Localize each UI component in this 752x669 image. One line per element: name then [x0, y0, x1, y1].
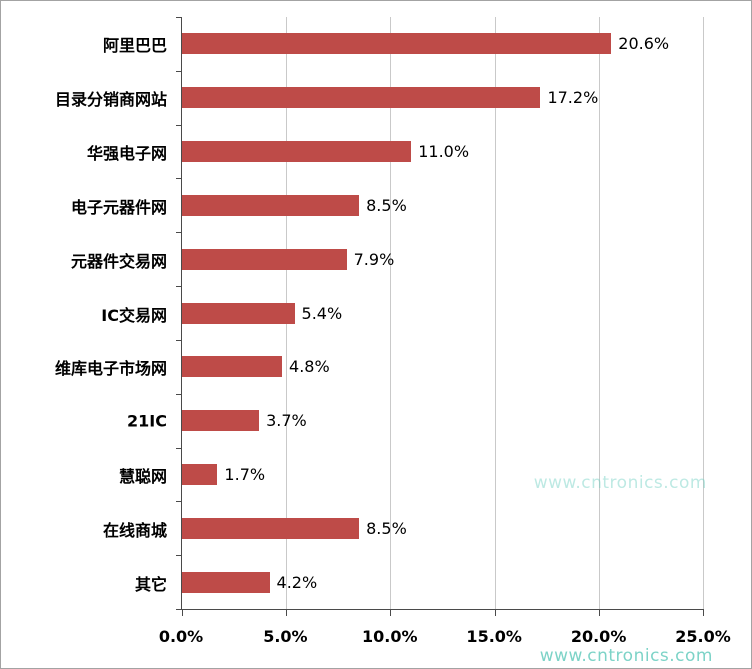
bar	[182, 194, 360, 216]
category-label: 华强电子网	[86, 143, 167, 163]
y-axis-tick	[176, 178, 182, 180]
category-axis: 阿里巴巴目录分销商网站华强电子网电子元器件网 元器件交易网 IC交易网维库电子市场网…	[1, 17, 173, 610]
y-axis-tick	[176, 501, 182, 503]
category-label: 在线商城	[102, 521, 167, 541]
data-label: 3.7%	[266, 411, 307, 431]
x-axis-tick	[598, 609, 600, 616]
x-axis-tick	[703, 609, 704, 616]
bar	[182, 33, 612, 55]
category-label: 维库电子市场网	[54, 359, 167, 379]
x-axis-tick-label: 15.0%	[466, 627, 522, 646]
watermark: www.cntronics.com	[539, 646, 713, 666]
data-label: 11.0%	[418, 142, 470, 162]
category-label: 慧聪网	[118, 467, 167, 487]
x-axis-tick	[390, 609, 392, 616]
value-axis: 0.0% 5.0% 10.0% 15.0% 20.0% 25.0%	[159, 623, 731, 649]
data-label: 4.2%	[276, 572, 318, 592]
bar	[182, 356, 283, 378]
bar	[182, 517, 360, 539]
bar	[182, 410, 260, 432]
y-axis-tick	[176, 339, 182, 341]
gridline	[390, 17, 392, 609]
bar	[182, 248, 347, 270]
y-axis-tick	[176, 17, 182, 18]
plot-area: 20.6% 17.2% 11.0% 8.5% 7.9% 5.4% 4.8% 3.7% 1.7% 8…	[176, 17, 704, 616]
bar	[182, 141, 412, 163]
data-label: 1.7%	[224, 464, 266, 484]
category-label: 其它	[134, 575, 167, 595]
y-axis-tick	[176, 609, 182, 610]
x-axis-tick-label: 0.0%	[158, 627, 204, 646]
gridline	[703, 17, 704, 609]
x-axis-tick	[494, 609, 496, 616]
data-label: 8.5%	[366, 195, 407, 215]
bar	[182, 463, 218, 485]
category-label: 21IC	[127, 411, 167, 431]
category-label: 阿里巴巴	[102, 35, 167, 55]
x-axis-tick	[286, 609, 288, 616]
gridline	[598, 17, 600, 609]
x-axis-tick	[182, 609, 183, 616]
y-axis-tick	[176, 232, 182, 234]
data-label: 17.2%	[547, 88, 599, 108]
data-label: 5.4%	[301, 303, 343, 323]
bar	[182, 571, 270, 593]
category-label: 电子元器件网	[70, 197, 167, 217]
data-label: 4.8%	[289, 357, 330, 377]
x-axis-tick-label: 25.0%	[675, 627, 731, 646]
x-axis-tick-label: 20.0%	[570, 627, 627, 646]
bar	[182, 87, 541, 109]
category-label: IC交易网	[101, 305, 167, 325]
category-label: 元器件交易网	[70, 251, 167, 271]
data-label: 7.9%	[353, 249, 395, 269]
gridline	[494, 17, 496, 609]
data-label: 20.6%	[618, 34, 670, 54]
y-axis-tick	[176, 393, 182, 395]
y-axis-tick	[176, 286, 182, 288]
y-axis-tick	[176, 124, 182, 126]
y-axis-tick	[176, 70, 182, 72]
x-axis-tick-label: 5.0%	[263, 627, 308, 646]
bar	[182, 302, 295, 324]
x-axis-tick-label: 10.0%	[362, 627, 418, 646]
y-axis-tick	[176, 447, 182, 449]
data-label: 8.5%	[366, 518, 407, 538]
y-axis-tick	[176, 555, 182, 557]
category-label: 目录分销商网站	[54, 89, 167, 109]
